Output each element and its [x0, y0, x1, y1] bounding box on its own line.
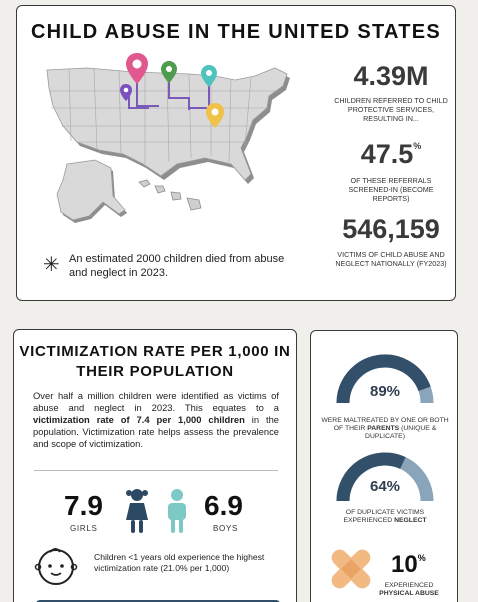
neglect-gauge-fill — [336, 452, 406, 502]
rate-body: Over half a million children were identi… — [33, 390, 279, 450]
stat-referred-label: CHILDREN REFERRED TO CHILD PROTECTIVE SE… — [334, 96, 448, 123]
parents-caption: WERE MALTREATED BY ONE OR BOTH OF THEIR … — [321, 417, 449, 441]
neglect-caption: OF DUPLICATE VICTIMS EXPERIENCED NEGLECT — [343, 509, 427, 525]
map-pin-teal-icon — [201, 65, 217, 87]
stat-referred-value: 4.39M — [353, 61, 429, 91]
girls-value: 7.9 — [64, 490, 103, 521]
page-title: CHILD ABUSE IN THE UNITED STATES — [30, 21, 442, 43]
map-pin-pink-icon — [126, 53, 148, 84]
bottom-bar — [36, 600, 280, 602]
girl-icon — [126, 489, 148, 533]
bandage-icon — [331, 549, 371, 589]
deaths-note: An estimated 2000 children died from abu… — [69, 253, 285, 280]
map-pin-purple-icon — [120, 84, 132, 101]
stat-screened-label: OF THESE REFERRALS SCREENED-IN (BECOME R… — [348, 176, 434, 203]
stat-victims-label: VICTIMS OF CHILD ABUSE AND NEGLECT NATIO… — [335, 250, 447, 268]
neglect-value: 64% — [369, 478, 401, 495]
neglect-gauge — [336, 452, 434, 502]
physical-caption: EXPERIENCED PHYSICAL ABUSE — [379, 582, 439, 598]
parents-gauge — [336, 354, 434, 404]
girls-label: GIRLS — [70, 524, 98, 533]
parents-value: 89% — [369, 383, 401, 400]
map-pin-yellow-icon — [206, 103, 224, 128]
boys-value: 6.9 — [204, 490, 243, 521]
parents-gauge-fill — [336, 354, 431, 404]
infant-note: Children <1 years old experience the hig… — [94, 552, 265, 574]
boys-label: BOYS — [213, 524, 239, 533]
stat-victims-value: 546,159 — [342, 214, 440, 244]
rate-title: VICTIMIZATION RATE PER 1,000 IN THEIR PO… — [19, 343, 291, 380]
us-map — [46, 53, 290, 223]
overview-card: CHILD ABUSE IN THE UNITED STATES — [16, 5, 456, 301]
divider — [34, 470, 278, 471]
stat-screened-value: 47.5% — [360, 139, 422, 169]
boy-icon — [168, 489, 186, 533]
physical-value: 10% — [391, 551, 426, 578]
relationship-card: 89% WERE MALTREATED BY ONE OR BOTH OF TH… — [310, 330, 458, 602]
baby-icon — [34, 548, 78, 585]
asterisk-icon: ✳ — [43, 254, 60, 276]
map-pin-green-icon — [161, 61, 177, 83]
victimization-rate-card: VICTIMIZATION RATE PER 1,000 IN THEIR PO… — [13, 329, 297, 602]
